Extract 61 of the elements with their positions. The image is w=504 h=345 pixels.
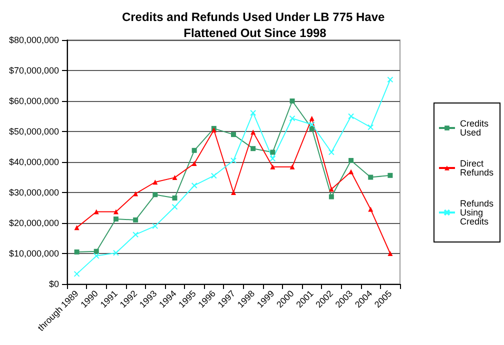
y-tick-label: $80,000,000 bbox=[8, 35, 59, 45]
chart-title: Credits and Refunds Used Under LB 775 Have Flattened Out Since 1998 bbox=[122, 10, 388, 40]
y-tick-label: $50,000,000 bbox=[8, 126, 59, 136]
point bbox=[94, 248, 99, 254]
point bbox=[192, 148, 197, 153]
y-tick-label: $40,000,000 bbox=[8, 157, 59, 167]
point bbox=[348, 158, 354, 163]
point bbox=[94, 209, 99, 214]
point bbox=[328, 186, 334, 192]
y-tick-label: $20,000,000 bbox=[8, 218, 59, 228]
legend-label: Direct Refunds bbox=[460, 158, 494, 178]
point bbox=[152, 180, 158, 185]
point bbox=[388, 172, 393, 178]
point bbox=[230, 157, 236, 164]
y-tick-label: $0 bbox=[48, 279, 59, 289]
point bbox=[210, 172, 217, 179]
point bbox=[74, 249, 80, 254]
point bbox=[172, 204, 178, 210]
point bbox=[93, 252, 100, 259]
point bbox=[74, 270, 80, 277]
point bbox=[112, 250, 119, 256]
y-tick-label: $10,000,000 bbox=[8, 248, 59, 258]
point bbox=[348, 169, 354, 174]
point bbox=[290, 98, 295, 104]
point bbox=[152, 223, 158, 230]
point bbox=[368, 124, 374, 130]
point bbox=[308, 121, 315, 128]
point bbox=[192, 161, 197, 166]
point bbox=[289, 115, 296, 122]
point bbox=[250, 130, 256, 135]
point bbox=[152, 192, 158, 198]
point bbox=[250, 110, 256, 116]
point bbox=[328, 149, 334, 156]
point bbox=[133, 191, 138, 196]
point bbox=[133, 217, 138, 222]
point bbox=[172, 195, 178, 200]
point bbox=[270, 150, 276, 155]
point bbox=[172, 175, 178, 180]
y-tick-label: $70,000,000 bbox=[8, 66, 59, 76]
point bbox=[368, 174, 374, 180]
point bbox=[290, 164, 295, 170]
point bbox=[368, 206, 374, 212]
point bbox=[328, 194, 334, 200]
y-tick-label: $30,000,000 bbox=[8, 188, 59, 198]
point bbox=[191, 182, 198, 188]
point bbox=[388, 251, 393, 256]
point bbox=[270, 156, 276, 162]
point bbox=[348, 113, 354, 120]
y-tick-label: $60,000,000 bbox=[8, 96, 59, 106]
legend-label: Credits Used bbox=[460, 118, 491, 138]
point bbox=[74, 225, 80, 230]
point bbox=[270, 164, 276, 170]
point bbox=[309, 116, 314, 121]
point bbox=[113, 216, 118, 222]
point bbox=[250, 146, 256, 152]
point bbox=[387, 76, 394, 83]
point bbox=[113, 209, 118, 214]
point bbox=[132, 232, 139, 238]
legend-label: Refunds Using Credits bbox=[460, 198, 496, 226]
point bbox=[231, 190, 236, 195]
point bbox=[231, 132, 236, 138]
